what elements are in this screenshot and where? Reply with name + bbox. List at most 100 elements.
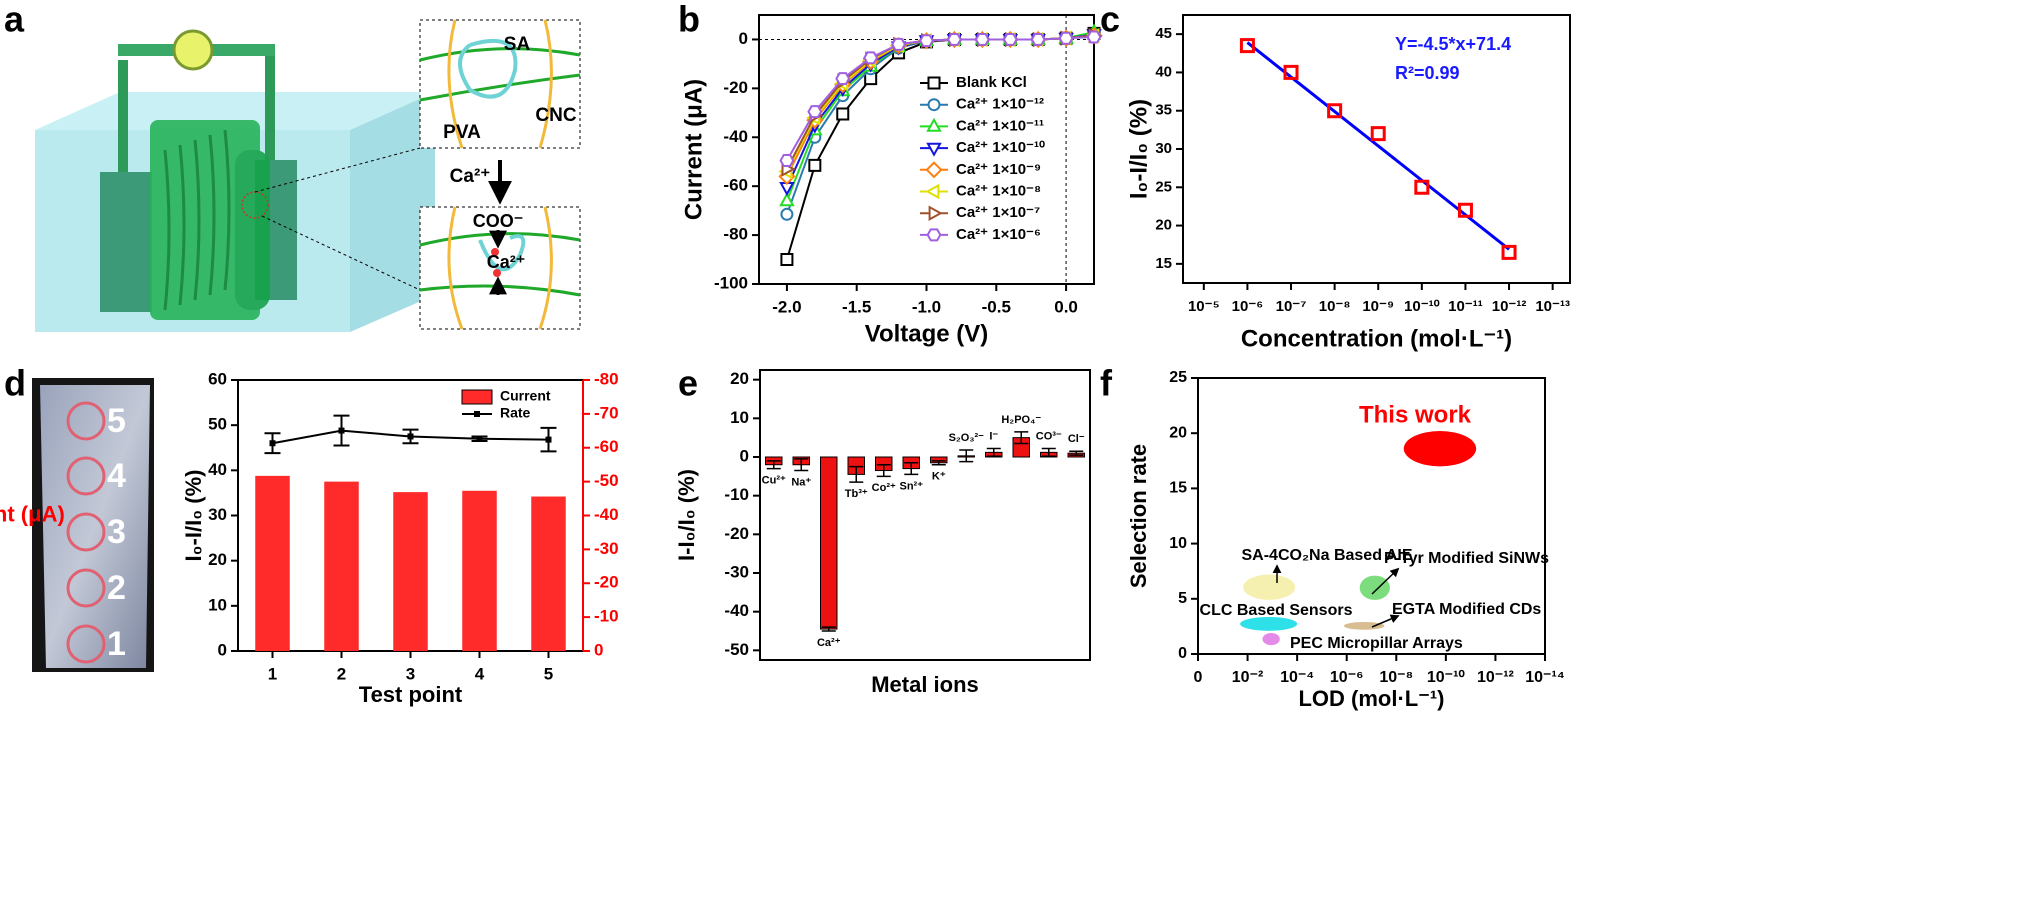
y-tick-label: 20 [1155,217,1172,234]
series-line [786,36,1095,162]
legend-label: Ca²⁺ 1×10⁻⁷ [956,204,1040,221]
y-tick-label: 20 [730,369,749,388]
x-tick-label: 10⁻⁸ [1379,669,1413,686]
series-line [785,34,1095,215]
category-label: Sn²⁺ [899,480,923,492]
y-axis-label: I₀-I/I₀ (%) [181,470,206,562]
x-tick-label: 10⁻¹¹ [1448,298,1483,315]
y-tick-label: 10 [730,408,749,427]
y-tick-label: -20 [724,524,749,543]
legend-marker [927,98,941,112]
panel-label: f [1100,363,1113,404]
legend-marker [927,76,941,90]
bar [255,475,290,651]
plot-frame [1197,377,1546,655]
marker [1501,244,1517,260]
x-tick-label: 4 [475,664,485,683]
legend-swatch [461,389,493,405]
x-tick-label: 2 [337,664,346,683]
panel-label: d [4,363,26,404]
ion [493,269,501,277]
legend-marker [925,161,943,179]
tank-side [350,92,435,332]
y-tick-label: -100 [714,273,748,292]
y-tick-label: 25 [1155,178,1172,195]
y-tick-label: -20 [723,78,748,97]
y-axis-label: I₀-I/I₀ (%) [1125,99,1152,199]
marker [1030,32,1046,46]
annotation: Y=-4.5*x+71.4 [1395,34,1511,54]
x-axis-label: Test point [359,682,463,707]
point-label: 1 [107,625,126,663]
x-tick-label: 0 [1194,669,1203,686]
y-tick-label: -60 [723,176,748,195]
test-circles [66,401,106,664]
rod [118,60,128,180]
rod [265,48,275,168]
y-tick-label: 25 [1169,369,1187,386]
y2-tick-label: 0 [594,640,603,659]
x-axis-label: LOD (mol·L⁻¹) [1298,686,1444,711]
y-tick-label: 45 [1155,25,1172,42]
error-bar [1069,450,1084,456]
y-axis-label: Selection rate [1126,444,1151,588]
bubble [1343,621,1385,630]
tank-top [35,92,435,130]
y-tick-label: -40 [723,127,748,146]
y2-tick-label: -40 [594,505,619,524]
y-tick-label: 30 [208,505,227,524]
bubble [1403,430,1477,467]
marker [807,105,823,119]
y-tick-label: 30 [1155,140,1172,157]
illustration-label: COO⁻ [473,211,524,231]
panel-label: b [678,0,700,40]
x-tick-label: 10⁻⁶ [1232,298,1264,315]
bar [531,496,566,651]
x-tick-label: 10⁻⁸ [1319,298,1351,315]
marker [1327,103,1343,119]
y-tick-label: 5 [1178,590,1187,607]
y2-tick-label: -30 [594,539,619,558]
x-tick-label: 10⁻¹⁴ [1525,669,1565,686]
illustration-label: PVA [443,122,481,143]
x-tick-label: 10⁻⁴ [1280,669,1314,686]
illustration-label: Ca²⁺ [450,166,491,187]
marker [407,433,414,440]
y-tick-label: 40 [1155,63,1172,80]
point-label: 5 [107,402,126,440]
y-tick-label: 0 [218,640,227,659]
bubble [1243,574,1296,600]
category-label: Na⁺ [791,476,811,488]
error-bar [986,447,1001,457]
bubble-label: SA-4CO₂Na Based AIE [1241,547,1412,564]
point-label: 3 [107,513,126,551]
error-bar [849,465,864,483]
bubble [1359,575,1390,600]
illustration-label: SA [504,34,531,55]
marker [1370,126,1386,142]
x-tick-label: -2.0 [772,297,801,316]
x-tick-label: 0.0 [1054,297,1078,316]
x-tick-label: 10⁻¹⁰ [1404,298,1440,315]
legend-marker [926,117,942,132]
x-tick-label: -1.5 [842,297,871,316]
y2-tick-label: -60 [594,437,619,456]
y-tick-label: 60 [208,369,227,388]
y2-tick-label: -10 [594,607,619,626]
legend-label: Ca²⁺ 1×10⁻⁹ [956,161,1041,178]
category-label: Cu²⁺ [762,475,786,487]
y2-tick-label: -80 [594,369,619,388]
x-axis-label: Concentration (mol·L⁻¹) [1241,325,1512,352]
y-tick-label: -30 [724,562,749,581]
category-label: Cl⁻ [1068,433,1085,445]
label-arrow [1371,614,1400,628]
plot-frame [759,369,1091,661]
marker [1283,64,1299,80]
legend-marker [926,228,942,242]
legend-marker [928,205,943,221]
error-bar [904,462,919,476]
marker [1414,179,1430,195]
x-tick-label: 5 [544,664,553,683]
marker [1058,31,1074,45]
ion [491,248,499,256]
